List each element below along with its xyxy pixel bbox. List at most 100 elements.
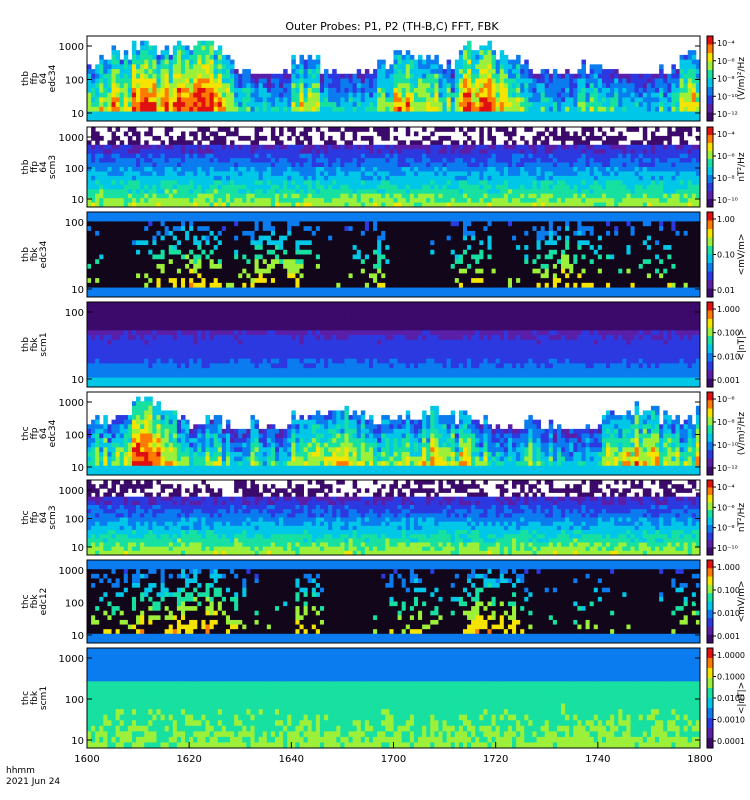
- colorbar-tick-label: 1.000: [717, 563, 740, 572]
- panel-7: 1000 100 10 thc fbk edc12 1.000 0.100 0.010 0.001…: [21, 559, 747, 644]
- panel-label-line: scm1: [39, 686, 49, 710]
- panel-label-line: thb: [21, 337, 31, 352]
- panel-label-line: edc12: [39, 588, 49, 616]
- panel-label: thc ffp 64 edc34: [21, 419, 58, 447]
- footer-time-label: hhmm: [6, 766, 35, 776]
- x-tick-label: 1720: [483, 754, 508, 765]
- colorbar-label: <|nT|>: [737, 328, 747, 360]
- colorbar: 10⁻⁴ 10⁻⁶ 10⁻⁸ 10⁻¹⁰ nT²/Hz: [706, 126, 747, 208]
- spectrogram-image: [87, 392, 701, 476]
- colorbar-tick-label: 10⁻⁶: [717, 152, 735, 161]
- panel-label-line: thb: [21, 247, 31, 262]
- colorbar-tick-label: 0.001: [717, 376, 740, 385]
- y-tick-label: 1000: [59, 133, 84, 144]
- colorbar-tick-label: 0.0010: [717, 716, 745, 725]
- colorbar-tick-label: 10⁻⁸: [717, 418, 735, 427]
- colorbar-tick-label: 10⁻¹⁰: [717, 441, 738, 450]
- colorbar-tick-label: 10⁻⁴: [717, 130, 735, 139]
- panel-frame: [86, 211, 701, 298]
- panel-frame: [86, 391, 701, 476]
- y-tick-label: 10: [71, 109, 84, 120]
- colorbar-label: <|nT|>: [737, 682, 747, 714]
- panel-label-line: thc: [21, 426, 31, 440]
- x-tick-label: 1700: [381, 754, 406, 765]
- spectrogram-image: [87, 480, 701, 556]
- y-tick-label: 10: [71, 375, 84, 386]
- colorbar-label: nT²/Hz: [737, 503, 747, 533]
- panel-label-line: thb: [21, 159, 31, 174]
- panel-5: 1000 100 10 thc ffp 64 edc34 10⁻⁶ 10⁻⁸ 10⁻¹⁰ 10⁻¹²…: [21, 391, 747, 476]
- colorbar: 10⁻⁶ 10⁻⁸ 10⁻¹⁰ 10⁻¹² (V/m)²/Hz: [706, 391, 747, 476]
- y-tick-label: 10: [71, 463, 84, 474]
- panel-label-line: ffp: [30, 511, 40, 523]
- panel-label: thc fbk scm1: [21, 686, 49, 710]
- colorbar-tick-label: 10⁻¹²: [717, 110, 738, 119]
- panel-4: 100 10 thb fbk scm1 1.000 0.100 0.010 0.001 <|nT|…: [21, 301, 747, 388]
- panel-frame: [86, 479, 701, 556]
- panel-8: 1000 100 10 thc fbk scm1 1.0000 0.1000 0.0100 0.0…: [21, 647, 747, 749]
- spectrogram-image: [87, 127, 701, 208]
- panel-label-line: scm1: [39, 332, 49, 356]
- spectrogram-image: [87, 560, 701, 644]
- colorbar-tick-label: 10⁻⁴: [717, 39, 735, 48]
- colorbar-label: (V/m)²/Hz: [737, 57, 747, 100]
- colorbar-tick-label: 10⁻⁶: [717, 57, 735, 66]
- y-tick-label: 1000: [59, 398, 84, 409]
- panel-label-line: scm3: [48, 155, 58, 179]
- colorbar-tick-label: 1.000: [717, 305, 740, 314]
- colorbar-tick-label: 0.01: [717, 286, 735, 295]
- spectrogram-image: [87, 36, 701, 122]
- x-tick-label: 1620: [176, 754, 201, 765]
- colorbar: 1.00 0.10 0.01 <mV/m>: [706, 211, 747, 298]
- colorbar-tick-label: 0.001: [717, 632, 740, 641]
- y-tick-label: 10: [71, 543, 84, 554]
- panel-label-line: ffp: [30, 72, 40, 84]
- colorbar-label: (V/m)²/Hz: [737, 412, 747, 455]
- panel-label: thc ffp 64 scm3: [21, 505, 58, 529]
- x-tick-label: 1800: [687, 754, 712, 765]
- spectrogram-image: [87, 302, 701, 388]
- y-tick-label: 1000: [59, 654, 84, 665]
- colorbar: 1.0000 0.1000 0.0100 0.0010 0.0001 <|nT|>: [706, 647, 747, 749]
- y-tick-label: 10: [71, 285, 84, 296]
- colorbar-tick-label: 1.00: [717, 215, 735, 224]
- colorbar-tick-label: 0.10: [717, 251, 735, 260]
- y-tick-label: 10: [71, 631, 84, 642]
- spectrogram-image: [87, 648, 701, 749]
- panel-label-line: fbk: [30, 594, 40, 609]
- x-tick-label: 1640: [279, 754, 304, 765]
- panel-label: thc fbk edc12: [21, 588, 49, 616]
- y-tick-label: 10: [71, 736, 84, 747]
- panel-label-line: ffp: [30, 161, 40, 173]
- colorbar-tick-label: 0.0100: [717, 694, 745, 703]
- panel-label-line: thb: [21, 71, 31, 86]
- colorbar-tick-label: 0.100: [717, 586, 740, 595]
- colorbar: 1.000 0.100 0.010 0.001 <mV/m>: [706, 559, 747, 644]
- colorbar-tick-label: 0.100: [717, 329, 740, 338]
- panel-label-line: fbk: [30, 690, 40, 705]
- panel-label-line: edc34: [39, 240, 49, 268]
- figure-title: Outer Probes: P1, P2 (TH-B,C) FFT, FBK: [285, 20, 499, 33]
- colorbar-tick-label: 10⁻¹⁰: [717, 92, 738, 101]
- panel-label-line: thc: [21, 510, 31, 524]
- panel-3: 100 10 thb fbk edc34 1.00 0.10 0.01 <mV/m>: [21, 211, 747, 298]
- footer-date-label: 2021 Jun 24: [6, 777, 60, 787]
- panel-label-line: 64: [39, 73, 49, 85]
- y-tick-label: 1000: [59, 42, 84, 53]
- y-tick-label: 100: [65, 515, 84, 526]
- panel-frame: [86, 126, 701, 208]
- colorbar: 10⁻⁴ 10⁻⁶ 10⁻⁸ 10⁻¹⁰ 10⁻¹² (V/m)²/Hz: [706, 35, 747, 122]
- x-tick-label: 1740: [585, 754, 610, 765]
- y-tick-label: 100: [65, 76, 84, 87]
- colorbar-tick-label: 0.010: [717, 609, 740, 618]
- colorbar-label: nT²/Hz: [737, 152, 747, 182]
- y-tick-label: 100: [65, 599, 84, 610]
- colorbar-tick-label: 10⁻⁶: [717, 395, 735, 404]
- colorbar-tick-label: 10⁻⁶: [717, 503, 735, 512]
- panel-frame: [86, 35, 701, 122]
- colorbar-tick-label: 10⁻¹⁰: [717, 544, 738, 553]
- colorbar-tick-label: 10⁻¹⁰: [717, 196, 738, 205]
